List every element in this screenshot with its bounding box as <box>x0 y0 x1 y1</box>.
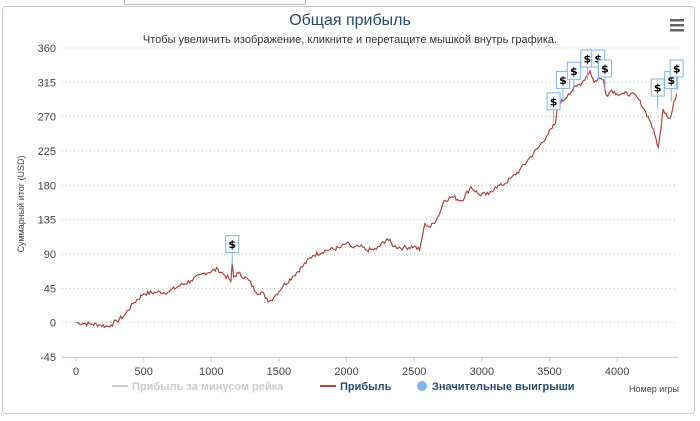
big-win-flag[interactable]: $ <box>556 70 571 102</box>
big-win-flag-label: $ <box>673 62 681 75</box>
legend-label-profit: Прибыль <box>340 381 392 393</box>
y-tick-label: -45 <box>40 352 56 364</box>
big-win-flag-label: $ <box>570 65 578 78</box>
big-win-flag-label: $ <box>228 238 236 251</box>
legend-item-profit[interactable]: Прибыль <box>320 381 392 393</box>
flags-layer: $$$$$ $$$$$ <box>225 49 684 266</box>
browser-toolbar-remnant <box>0 0 700 6</box>
y-tick-label: 270 <box>38 112 56 124</box>
y-tick-label: 225 <box>38 146 56 158</box>
big-win-flag-label: $ <box>559 74 567 87</box>
y-tick-label: 45 <box>44 283 56 295</box>
big-win-flag[interactable]: $ <box>650 78 665 110</box>
big-win-flag-label: $ <box>550 95 558 108</box>
big-win-flag-label: $ <box>594 53 602 66</box>
big-win-flag-label: $ <box>654 82 662 95</box>
legend-item-rake[interactable]: Прибыль за минусом рейка <box>112 381 284 393</box>
x-axis-title: Номер игры <box>629 384 679 394</box>
x-tick-label: 0 <box>73 366 79 378</box>
hamburger-menu-icon[interactable] <box>668 17 686 33</box>
big-win-flag[interactable]: $ <box>546 92 561 123</box>
y-tick-label: 360 <box>38 43 56 55</box>
chart-subtitle: Чтобы увеличить изображение, кликните и … <box>143 34 557 46</box>
profit-series-line[interactable] <box>75 69 678 329</box>
x-tick-label: 1500 <box>267 366 291 378</box>
x-tick-label: 2500 <box>402 366 426 378</box>
big-win-flag[interactable]: $ <box>597 59 612 90</box>
x-tick-label: 1000 <box>199 366 223 378</box>
y-tick-label: 135 <box>38 215 56 227</box>
y-tick-label: 180 <box>38 180 56 192</box>
x-tick-label: 4000 <box>605 366 629 378</box>
series-layer <box>75 69 678 329</box>
big-win-flag[interactable]: $ <box>566 61 581 93</box>
y-axis-title: Суммарный итог (USD) <box>16 155 26 252</box>
x-axis-ticks: 0 500 1000 1500 2000 2500 3000 3500 4000 <box>73 357 629 378</box>
x-tick-label: 3000 <box>470 366 494 378</box>
legend-label-rake: Прибыль за минусом рейка <box>132 381 284 393</box>
x-tick-label: 2000 <box>334 366 358 378</box>
y-gridlines <box>62 47 678 358</box>
y-tick-label: 0 <box>50 318 56 330</box>
big-win-flag-label: $ <box>601 62 609 75</box>
big-win-flag[interactable]: $ <box>225 234 240 266</box>
legend-item-big-wins[interactable]: Значительные выигрыши <box>417 381 575 393</box>
y-tick-label: 90 <box>44 249 56 261</box>
x-tick-label: 3500 <box>537 366 561 378</box>
big-win-flag-label: $ <box>584 53 592 66</box>
y-axis-ticks: -45 0 45 90 135 180 225 270 315 360 <box>38 43 56 364</box>
legend-label-big-wins: Значительные выигрыши <box>432 381 575 393</box>
big-win-flag[interactable]: $ <box>669 59 684 90</box>
chart-title: Общая прибыль <box>289 12 411 29</box>
big-win-flag-label: $ <box>667 74 675 87</box>
y-tick-label: 315 <box>38 77 56 89</box>
x-tick-label: 500 <box>134 366 152 378</box>
legend: Прибыль за минусом рейка Прибыль Значите… <box>112 381 575 393</box>
